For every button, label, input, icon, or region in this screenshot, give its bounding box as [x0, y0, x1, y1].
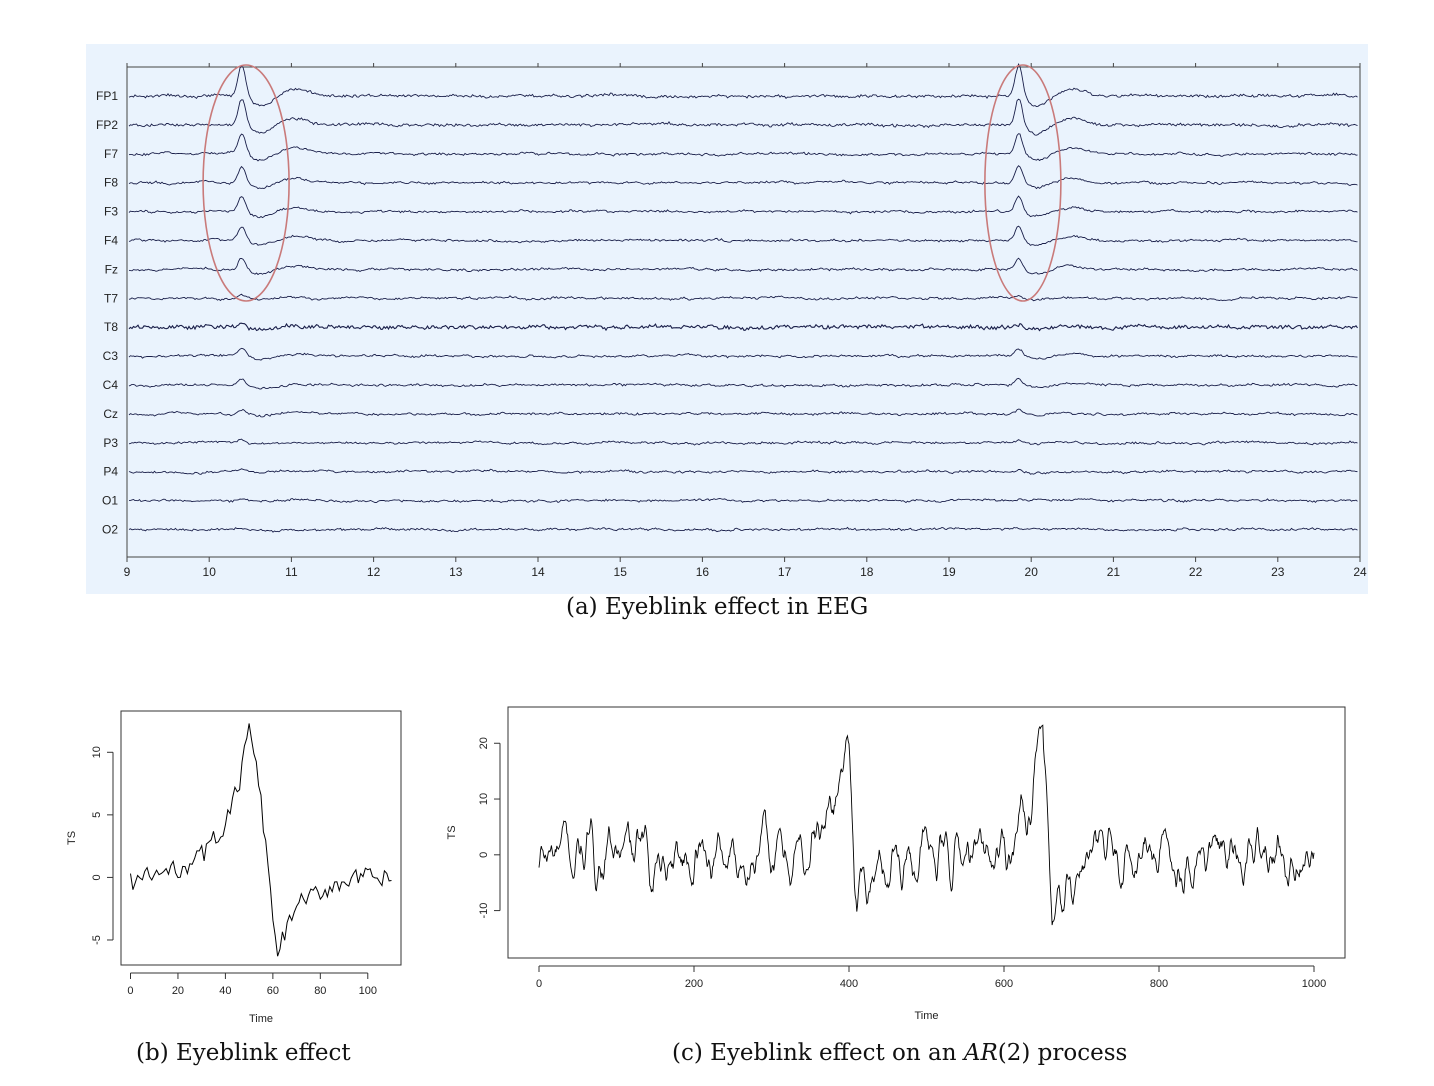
- eyeblink-chart: 0 20 40 60 80 100 -5 0 5 10 Time TS: [66, 710, 402, 1025]
- b-y-tick-label: -5: [91, 935, 103, 945]
- eeg-channel-label-Fz: Fz: [105, 262, 118, 276]
- caption-b: (b) Eyeblink effect: [136, 1040, 351, 1066]
- eeg-x-tick-label: 15: [614, 565, 628, 579]
- b-plot-frame: [120, 710, 402, 966]
- eeg-channel-label-P3: P3: [103, 436, 118, 450]
- b-x-tick-label: 20: [172, 985, 184, 997]
- eeg-channel-label-F4: F4: [104, 234, 118, 248]
- eeg-trace-P4: [128, 468, 1358, 475]
- eeg-channel-label-Cz: Cz: [103, 407, 118, 421]
- eeg-x-tick-label: 18: [860, 565, 874, 579]
- c-x-tick-label: 1000: [1302, 978, 1326, 990]
- eeg-channel-label-F7: F7: [104, 147, 118, 161]
- b-x-tick-label: 40: [219, 985, 231, 997]
- eeg-x-tick-label: 21: [1107, 565, 1121, 579]
- eeg-channel-label-P4: P4: [103, 465, 118, 479]
- caption-c-prefix: (c): [672, 1040, 711, 1066]
- eeg-trace-P3: [128, 438, 1358, 446]
- eeg-trace-F7: [128, 133, 1358, 162]
- c-x-tick-label: 600: [995, 978, 1013, 990]
- eeg-x-tick-label: 17: [778, 565, 792, 579]
- eeg-x-tick-label: 12: [367, 565, 381, 579]
- caption-b-prefix: (b): [136, 1040, 176, 1066]
- b-x-tick-label: 0: [127, 985, 133, 997]
- caption-a-text: (a) Eyeblink effect in EEG: [566, 594, 869, 620]
- b-y-tick-label: 0: [91, 874, 103, 880]
- caption-c-suffix: (2) process: [997, 1040, 1128, 1066]
- c-y-tick-label: 10: [478, 793, 490, 805]
- eeg-channel-label-F8: F8: [104, 176, 118, 190]
- eeg-channel-label-O2: O2: [102, 523, 118, 537]
- c-x-tick-label: 0: [536, 978, 542, 990]
- c-series-line: [538, 724, 1315, 926]
- c-y-tick-label: -10: [478, 903, 490, 919]
- ar2-chart: 0 200 400 600 800 1000 -10 0 10 20 Time TS: [446, 706, 1346, 1022]
- eeg-trace-T8: [128, 322, 1358, 332]
- c-x-tick-label: 200: [685, 978, 703, 990]
- b-series-line: [130, 723, 392, 957]
- eeg-channel-label-F3: F3: [104, 205, 118, 219]
- caption-c-mid: Eyeblink effect on an: [710, 1040, 964, 1066]
- eeg-channel-label-C4: C4: [103, 378, 119, 392]
- eeg-x-tick-label: 19: [942, 565, 956, 579]
- eeg-x-tick-label: 24: [1353, 565, 1367, 579]
- eeg-trace-F3: [128, 195, 1358, 219]
- caption-c: (c) Eyeblink effect on an AR(2) process: [672, 1040, 1127, 1066]
- eeg-x-tick-label: 22: [1189, 565, 1203, 579]
- eeg-x-tick-label: 14: [531, 565, 545, 579]
- eeg-trace-FP2: [128, 98, 1358, 136]
- b-y-tick-label: 10: [91, 746, 103, 758]
- eeg-x-tick-label: 20: [1025, 565, 1039, 579]
- eeg-channel-label-T8: T8: [104, 320, 118, 334]
- caption-b-text: Eyeblink effect: [175, 1040, 351, 1066]
- eeg-channel-label-FP2: FP2: [96, 118, 118, 132]
- c-y-tick-label: 0: [478, 852, 490, 858]
- b-y-axis-label: TS: [66, 831, 78, 845]
- b-x-tick-label: 100: [359, 985, 377, 997]
- eeg-chart: 9 10 11 12 13 14 15 16 17 18 19 20 21 22 23 24 FP1 FP2 F7 F…: [96, 63, 1367, 579]
- eeg-trace-F4: [128, 225, 1358, 246]
- eeg-trace-O1: [129, 498, 1358, 504]
- eeg-x-tick-label: 13: [449, 565, 463, 579]
- eeg-trace-Cz: [128, 408, 1358, 418]
- caption-c-math: AR: [963, 1040, 998, 1066]
- eeg-trace-O2: [128, 526, 1358, 533]
- c-plot-frame: [507, 706, 1346, 959]
- eeg-trace-C3: [128, 347, 1358, 361]
- eeg-plot-frame: [126, 66, 1361, 558]
- caption-a: (a) Eyeblink effect in EEG: [566, 594, 868, 620]
- eeg-channel-label-FP1: FP1: [96, 89, 118, 103]
- eeg-x-tick-label: 16: [696, 565, 710, 579]
- eeg-x-tick-label: 11: [285, 565, 298, 579]
- b-x-tick-label: 80: [314, 985, 326, 997]
- c-y-tick-label: 20: [478, 737, 490, 749]
- eeg-trace-Fz: [128, 257, 1358, 276]
- eeg-channel-label-C3: C3: [103, 349, 119, 363]
- b-x-tick-label: 60: [267, 985, 279, 997]
- eeg-x-tick-label: 23: [1271, 565, 1285, 579]
- c-x-axis-label: Time: [914, 1010, 938, 1022]
- blink-ellipse: [984, 64, 1062, 302]
- c-x-tick-label: 800: [1150, 978, 1168, 990]
- eeg-channel-label-T7: T7: [104, 291, 118, 305]
- c-x-tick-label: 400: [840, 978, 858, 990]
- b-y-tick-label: 5: [91, 812, 103, 818]
- blink-ellipse: [202, 64, 290, 302]
- b-x-axis-label: Time: [249, 1013, 273, 1025]
- c-y-axis-label: TS: [446, 825, 458, 839]
- eeg-channel-label-O1: O1: [102, 494, 118, 508]
- eeg-x-tick-label: 10: [203, 565, 217, 579]
- eeg-panel-background: [86, 44, 1368, 594]
- eeg-trace-C4: [128, 377, 1358, 390]
- eeg-trace-F8: [128, 165, 1358, 190]
- eeg-x-tick-label: 9: [124, 565, 131, 579]
- eeg-trace-T7: [128, 293, 1358, 302]
- eeg-trace-FP1: [128, 63, 1358, 107]
